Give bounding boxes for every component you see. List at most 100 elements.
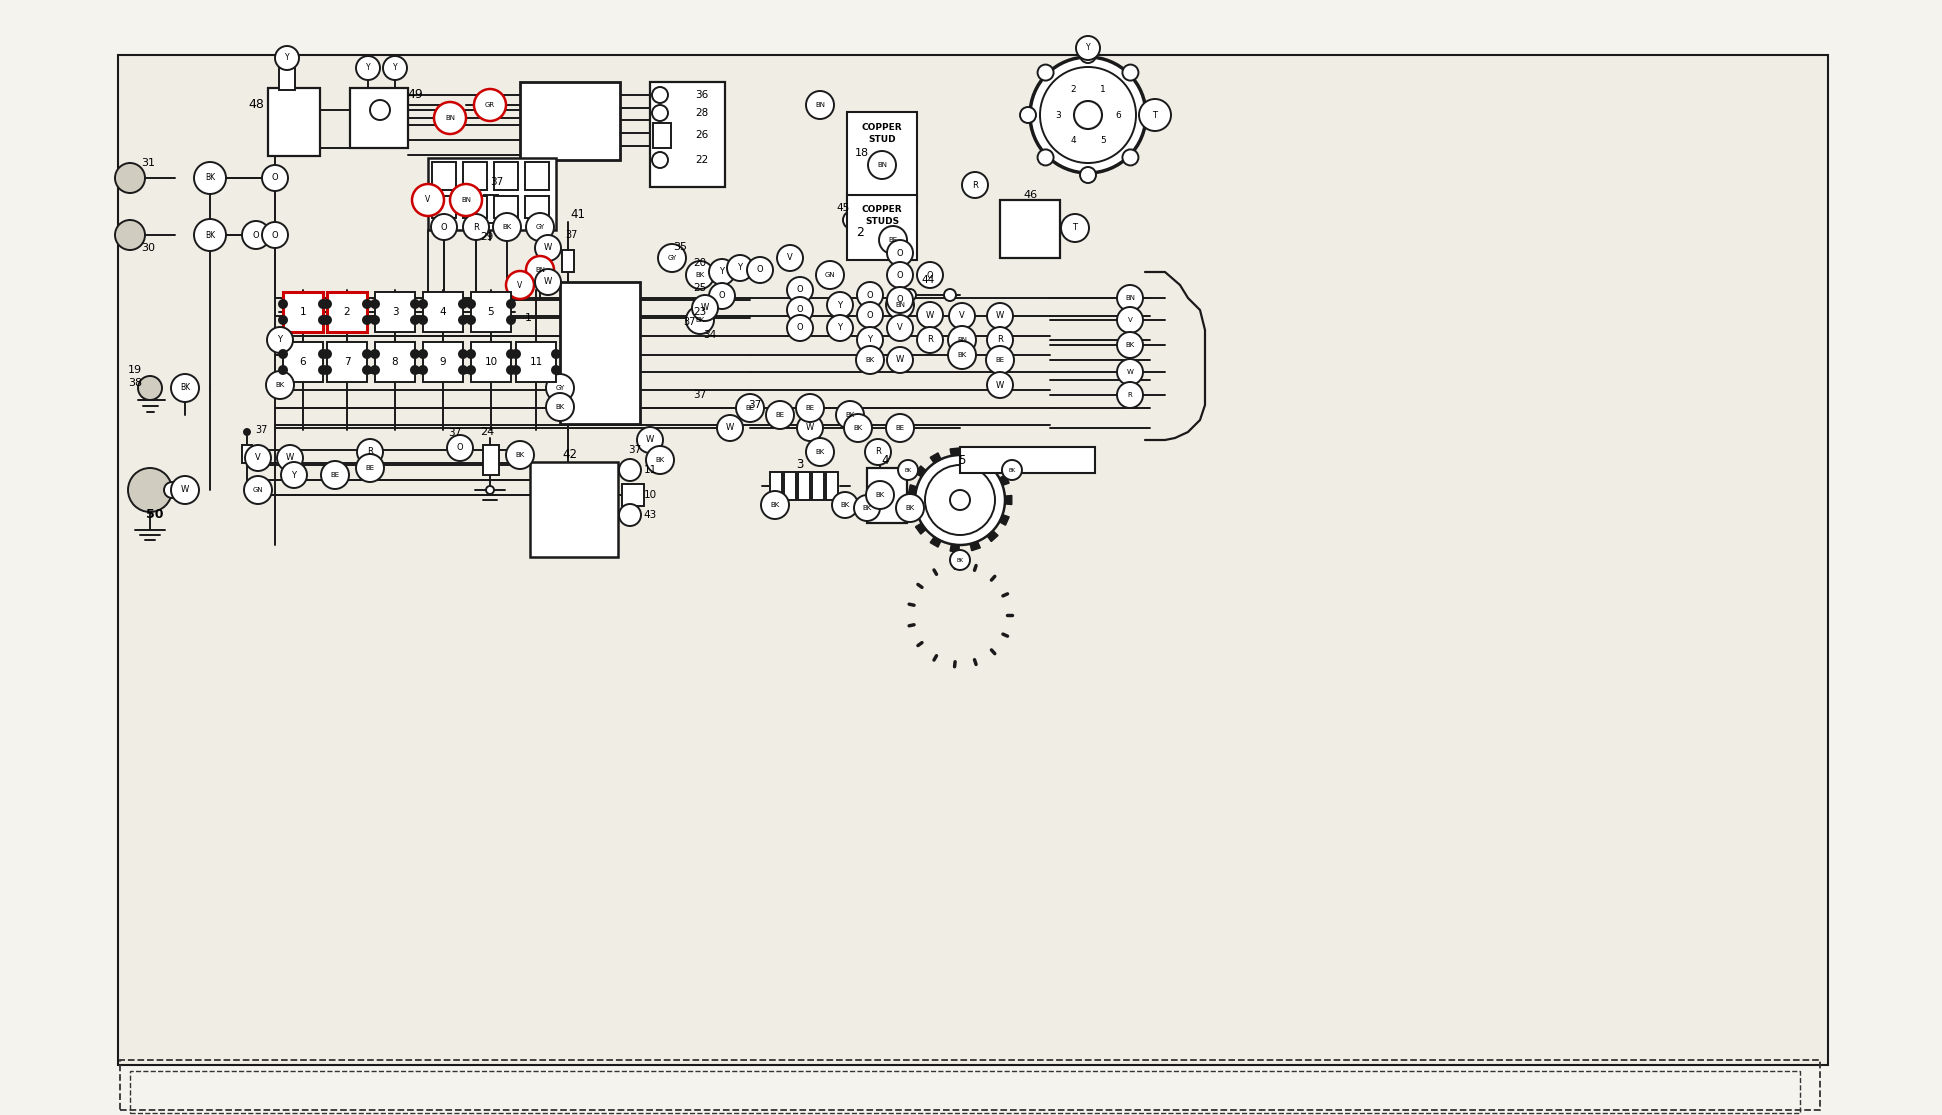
- Text: COPPER: COPPER: [862, 124, 903, 133]
- Text: BK: BK: [181, 384, 190, 392]
- Circle shape: [280, 300, 287, 308]
- Circle shape: [709, 259, 734, 285]
- Circle shape: [280, 366, 287, 374]
- Circle shape: [280, 350, 287, 358]
- Circle shape: [653, 87, 668, 103]
- Circle shape: [917, 302, 944, 328]
- Text: Y: Y: [719, 268, 724, 277]
- Circle shape: [451, 184, 482, 216]
- Text: BK: BK: [876, 492, 886, 498]
- Circle shape: [1060, 214, 1089, 242]
- Circle shape: [856, 282, 884, 308]
- Bar: [462, 196, 487, 219]
- Circle shape: [412, 300, 419, 308]
- Circle shape: [761, 491, 788, 518]
- Circle shape: [887, 316, 913, 341]
- Circle shape: [856, 327, 884, 353]
- Text: 3: 3: [392, 307, 398, 317]
- Circle shape: [552, 366, 559, 374]
- Text: W: W: [926, 310, 934, 320]
- Text: Y: Y: [868, 336, 872, 345]
- Circle shape: [897, 460, 919, 479]
- Text: 5: 5: [487, 307, 495, 317]
- Circle shape: [1020, 107, 1035, 123]
- Bar: [520, 83, 619, 159]
- Polygon shape: [915, 466, 926, 477]
- Text: 10: 10: [484, 357, 497, 367]
- Circle shape: [796, 394, 823, 421]
- Bar: [472, 292, 511, 332]
- Text: 5: 5: [957, 454, 965, 466]
- Circle shape: [1140, 99, 1171, 130]
- Text: 6: 6: [1115, 110, 1121, 119]
- Circle shape: [787, 316, 814, 341]
- Circle shape: [171, 476, 198, 504]
- Text: 37: 37: [565, 230, 579, 240]
- Text: R: R: [367, 447, 373, 456]
- Circle shape: [474, 89, 507, 122]
- Circle shape: [765, 401, 794, 429]
- Circle shape: [816, 261, 845, 289]
- Text: BK: BK: [1008, 467, 1016, 473]
- Text: 38: 38: [128, 378, 142, 388]
- Circle shape: [806, 438, 833, 466]
- Circle shape: [1076, 36, 1099, 60]
- Bar: [653, 123, 672, 148]
- Circle shape: [546, 392, 575, 421]
- Circle shape: [412, 350, 419, 358]
- Text: BE: BE: [887, 237, 897, 243]
- Text: BK: BK: [905, 505, 915, 511]
- Text: 4: 4: [1070, 136, 1076, 145]
- Circle shape: [987, 327, 1014, 353]
- Text: 48: 48: [249, 97, 264, 110]
- Circle shape: [507, 442, 534, 469]
- Text: 23: 23: [693, 307, 707, 317]
- Text: O: O: [757, 265, 763, 274]
- Text: COPPER: COPPER: [862, 205, 903, 214]
- Circle shape: [318, 300, 326, 308]
- Bar: [427, 158, 555, 230]
- Circle shape: [868, 151, 895, 180]
- Circle shape: [950, 550, 969, 570]
- Circle shape: [987, 346, 1014, 374]
- Text: BK: BK: [862, 505, 872, 511]
- Circle shape: [276, 46, 299, 70]
- Circle shape: [854, 495, 880, 521]
- Circle shape: [1117, 332, 1144, 358]
- Text: 31: 31: [142, 158, 155, 168]
- Circle shape: [887, 240, 913, 266]
- Text: W: W: [895, 356, 905, 365]
- Circle shape: [322, 366, 330, 374]
- Text: V: V: [959, 311, 965, 320]
- Circle shape: [507, 350, 515, 358]
- Text: 1: 1: [1099, 85, 1105, 94]
- Circle shape: [128, 468, 173, 512]
- Text: BN: BN: [816, 101, 825, 108]
- Text: GN: GN: [825, 272, 835, 278]
- Bar: [472, 342, 511, 382]
- Text: BK: BK: [515, 452, 524, 458]
- Text: 29: 29: [480, 232, 493, 242]
- Circle shape: [371, 366, 379, 374]
- Circle shape: [831, 492, 858, 518]
- Text: 37: 37: [748, 400, 761, 410]
- Text: W: W: [701, 303, 709, 312]
- Text: Y: Y: [1086, 43, 1089, 52]
- Text: BK: BK: [206, 174, 216, 183]
- Text: O: O: [456, 444, 464, 453]
- Circle shape: [917, 327, 944, 353]
- Circle shape: [726, 255, 753, 281]
- Circle shape: [171, 374, 198, 403]
- Circle shape: [383, 56, 408, 80]
- Text: O: O: [897, 271, 903, 280]
- Bar: [825, 472, 839, 500]
- Text: Y: Y: [738, 263, 742, 272]
- Text: BK: BK: [866, 357, 874, 363]
- Polygon shape: [950, 448, 959, 456]
- Circle shape: [924, 465, 994, 535]
- Circle shape: [856, 302, 884, 328]
- Circle shape: [653, 105, 668, 122]
- Polygon shape: [1000, 475, 1010, 485]
- Circle shape: [1117, 382, 1144, 408]
- Text: BK: BK: [853, 425, 862, 432]
